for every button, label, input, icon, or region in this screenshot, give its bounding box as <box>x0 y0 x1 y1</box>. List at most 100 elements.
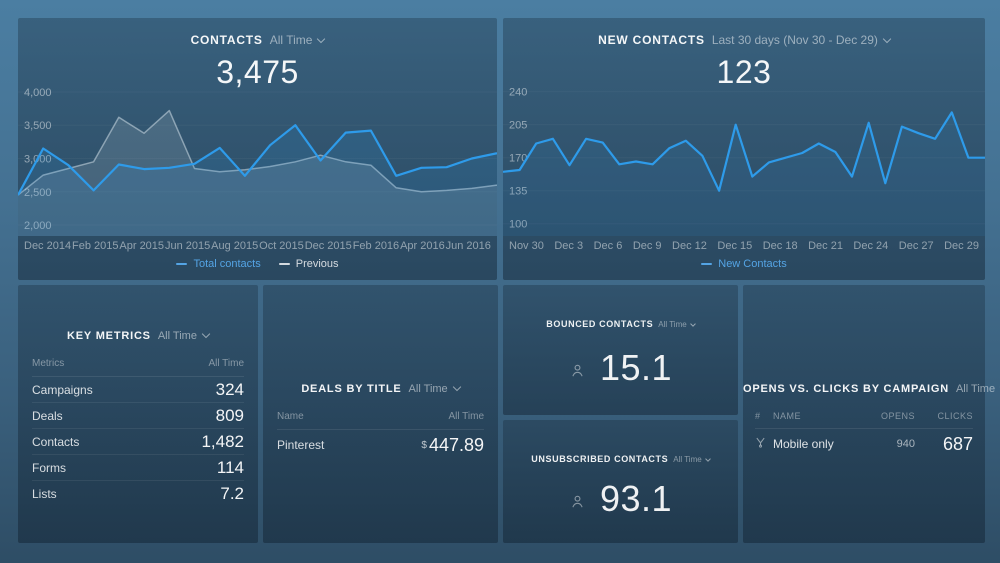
y-tick-label: 100 <box>509 219 527 231</box>
metric-value: 1,482 <box>201 431 244 451</box>
opens-clicks-table: # NAME OPENS CLICKS Mobile only 940 687 <box>743 403 985 459</box>
date-range-selector[interactable]: All Time <box>270 33 326 47</box>
y-tick-label: 135 <box>509 186 527 198</box>
x-tick-label: Dec 12 <box>672 240 707 252</box>
bounced-value-row: 15.1 <box>503 347 738 389</box>
series-area-total-contacts <box>18 125 497 236</box>
table-column-headers: Name All Time <box>277 403 484 430</box>
x-tick-label: Dec 6 <box>593 240 623 252</box>
deal-name: Pinterest <box>277 438 325 452</box>
chevron-down-icon <box>317 34 326 44</box>
panel-title: UNSUBSCRIBED CONTACTS <box>531 454 669 464</box>
x-tick-label: Dec 2014 <box>24 240 72 252</box>
x-tick-label: Dec 2015 <box>304 240 352 252</box>
panel-title: DEALS BY TITLE <box>301 383 402 395</box>
table-body: Campaigns 324 Deals 809 Contacts 1,482 Forms 11… <box>32 377 244 507</box>
x-tick-label: Dec 15 <box>717 240 753 252</box>
legend-item: New Contacts <box>701 258 787 270</box>
x-tick-label: Apr 2016 <box>400 240 445 252</box>
table-row: Lists 7.2 <box>32 481 244 507</box>
column-header: OPENS <box>880 411 915 421</box>
chevron-down-icon <box>704 456 711 462</box>
bounced-value: 15.1 <box>599 347 673 388</box>
column-header: # <box>755 411 761 421</box>
x-tick-label: Dec 21 <box>808 240 843 252</box>
contacts-x-axis: Dec 2014 Feb 2015 Apr 2015 Jun 2015 Aug 2015… <box>18 240 497 252</box>
metric-label: Contacts <box>32 434 80 449</box>
column-header: CLICKS <box>937 411 973 421</box>
legend-dash-icon <box>278 263 290 265</box>
panel-title: CONTACTS <box>190 33 263 47</box>
date-range-selector[interactable]: All Time <box>673 455 711 464</box>
legend-dash-icon <box>701 263 713 265</box>
metric-label: Campaigns <box>32 382 93 397</box>
y-tick-label: 4,000 <box>24 87 52 99</box>
new-contacts-total-value: 123 <box>716 54 772 90</box>
series-line-new-contacts <box>502 111 985 192</box>
key-metrics-table: Metrics All Time Campaigns 324 Deals 809 Con… <box>18 350 258 507</box>
column-header: All Time <box>208 358 244 369</box>
panel-title: BOUNCED CONTACTS <box>546 319 654 329</box>
table-column-headers: Metrics All Time <box>32 350 244 377</box>
deals-header: DEALS BY TITLE All Time <box>263 285 498 397</box>
table-row: Pinterest $447.89 <box>277 430 484 460</box>
person-icon <box>569 362 586 384</box>
panel-title: KEY METRICS <box>67 330 151 342</box>
x-tick-label: Nov 30 <box>509 240 544 252</box>
date-range-selector[interactable]: All Time <box>409 382 461 395</box>
opens-value: 940 <box>896 438 915 450</box>
contacts-total-value: 3,475 <box>216 54 299 90</box>
new-contacts-header: NEW CONTACTS Last 30 days (Nov 30 - Dec 2… <box>503 18 985 48</box>
metric-value: 324 <box>215 379 244 399</box>
legend-label: Previous <box>295 258 339 270</box>
column-header: Metrics <box>32 358 65 369</box>
metric-label: Lists <box>32 487 57 501</box>
opens-clicks-panel: OPENS VS. CLICKS BY CAMPAIGN All Time # N… <box>743 285 1000 543</box>
unsubscribed-value: 93.1 <box>599 478 673 519</box>
date-range-selector[interactable]: All Time <box>158 329 211 342</box>
bounced-header: BOUNCED CONTACTS All Time <box>503 285 738 331</box>
y-tick-label: 170 <box>509 153 527 165</box>
legend-item: Total contacts <box>176 258 261 270</box>
y-tick-label: 240 <box>509 87 527 99</box>
y-tick-label: 205 <box>509 120 527 132</box>
deals-by-title-panel: DEALS BY TITLE All Time Name All Time Pin… <box>263 285 498 543</box>
person-icon <box>569 493 586 515</box>
series-area-new-contacts <box>503 112 985 236</box>
date-range-selector[interactable]: All Time <box>658 320 696 329</box>
chevron-down-icon <box>201 329 211 339</box>
medal-icon <box>755 435 773 453</box>
table-row: Contacts 1,482 <box>32 429 244 455</box>
key-metrics-panel: KEY METRICS All Time Metrics All Time Cam… <box>18 285 258 543</box>
metric-value: 114 <box>216 457 244 477</box>
opens-clicks-header: OPENS VS. CLICKS BY CAMPAIGN All Time <box>743 285 1000 397</box>
table-column-headers: # NAME OPENS CLICKS <box>755 403 973 429</box>
currency-symbol: $ <box>421 439 427 451</box>
series-line-previous <box>17 109 498 196</box>
y-tick-label: 2,500 <box>24 187 52 199</box>
panel-title: NEW CONTACTS <box>598 33 705 47</box>
new-contacts-x-axis: Nov 30 Dec 3 Dec 6 Dec 9 Dec 12 Dec 15 Dec 18 D… <box>503 240 985 252</box>
bounced-contacts-panel: BOUNCED CONTACTS All Time 15.1 <box>503 285 738 415</box>
date-range-selector[interactable]: Last 30 days (Nov 30 - Dec 29) <box>712 33 892 47</box>
x-tick-label: Dec 9 <box>632 240 662 252</box>
column-header: All Time <box>448 411 484 422</box>
column-header: NAME <box>773 411 802 421</box>
legend-label: Total contacts <box>193 258 261 270</box>
table-body: Mobile only 940 687 <box>755 429 973 459</box>
x-tick-label: Feb 2015 <box>72 240 119 252</box>
x-tick-label: Jun 2015 <box>164 240 211 252</box>
table-row: Forms 114 <box>32 455 244 481</box>
date-range-selector[interactable]: All Time <box>956 382 1000 395</box>
chevron-down-icon <box>452 382 461 392</box>
table-row: Campaigns 324 <box>32 377 244 403</box>
x-tick-label: Dec 29 <box>944 240 979 252</box>
y-tick-label: 3,500 <box>24 120 52 132</box>
campaign-name: Mobile only <box>773 437 834 451</box>
metric-value: 809 <box>215 405 244 425</box>
new-contacts-line-chart: 240 205 170 135 100 <box>502 86 985 236</box>
series-line-total-contacts <box>17 124 498 196</box>
x-tick-label: Dec 24 <box>853 240 889 252</box>
